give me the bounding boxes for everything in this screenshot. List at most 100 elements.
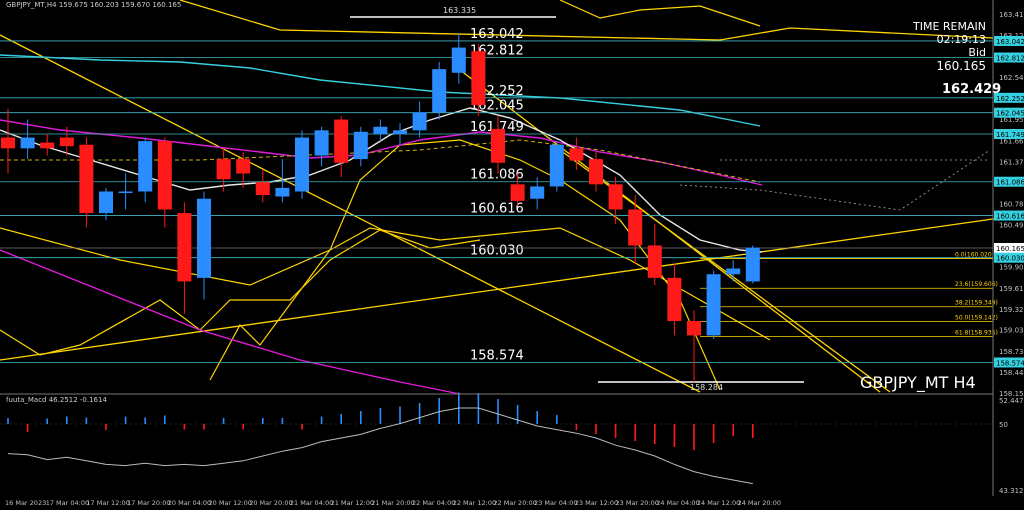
macd-hist-bar: [46, 418, 48, 424]
macd-tick: 52.4477: [999, 397, 1024, 405]
price-tick: 159.905: [999, 264, 1024, 272]
macd-hist-bar: [7, 418, 9, 424]
macd-hist-bar: [575, 424, 578, 430]
macd-hist-bar: [183, 424, 186, 430]
candle-bull: [393, 130, 407, 134]
macd-signal-line: [7, 407, 753, 485]
price-box: [994, 92, 1024, 103]
time-label: 24 Mar 12:00: [697, 499, 740, 507]
price-axis: 163.415163.125162.830162.540162.250161.9…: [0, 0, 1024, 496]
candle-bear: [608, 184, 623, 210]
price-box: [994, 35, 1024, 46]
level-label: 160.616: [470, 202, 524, 217]
band-lower: [0, 229, 481, 356]
macd-hist-bar: [203, 424, 205, 430]
fibo-label: 23.6(159.606): [955, 281, 998, 288]
price-tick: 161.955: [999, 116, 1024, 124]
price-box: [994, 210, 1024, 221]
macd-hist-bar: [438, 398, 440, 424]
time-remain-label: TIME REMAIN: [913, 20, 986, 33]
candle-bear: [40, 142, 55, 149]
fibo-label: 50.0(159.142): [955, 315, 998, 322]
price-box: [994, 242, 1024, 253]
macd-hist-bar: [732, 424, 734, 436]
price-box-label: 160.030: [996, 255, 1024, 263]
candle-bear: [471, 51, 486, 106]
macd-panel: 52.4477 50 43.3127: [0, 392, 1024, 495]
macd-hist-bar: [379, 408, 382, 424]
candle-bull: [549, 144, 564, 187]
candle-bear: [628, 209, 643, 246]
time-label: 20 Mar 12:00: [209, 499, 252, 507]
price-box-label: 162.812: [996, 55, 1024, 63]
candle-bear: [177, 213, 192, 282]
time-label: 22 Mar 12:00: [453, 499, 496, 507]
macd-hist-bar: [105, 424, 107, 430]
time-label: 24 Mar 20:00: [738, 499, 781, 507]
bid-label: Bid: [968, 46, 986, 59]
candle-bull: [530, 186, 545, 199]
price-box-label: 160.165: [996, 245, 1024, 253]
price-box: [994, 129, 1024, 140]
level-label: 163.042: [470, 27, 524, 42]
candle-bear: [647, 245, 662, 278]
candle-bear: [236, 159, 251, 174]
chart-header: GBPJPY_MT,H4 159.675 160.203 159.670 160…: [6, 1, 182, 9]
price-tick: 162.540: [999, 74, 1024, 82]
level-label: 160.030: [470, 244, 524, 259]
price-box: [994, 357, 1024, 368]
time-label: 21 Mar 20:00: [371, 499, 414, 507]
level-label: 158.574: [470, 348, 524, 363]
macd-hist-bar: [340, 414, 342, 424]
macd-hist-bar: [556, 415, 558, 424]
candle-bull: [353, 131, 368, 160]
macd-hist-bar: [673, 424, 676, 447]
candle-bull: [373, 126, 388, 134]
time-remain-value: 02:19:13: [936, 33, 986, 46]
candle-bull: [295, 137, 309, 192]
candle-bear: [667, 277, 682, 322]
band-top: [179, 0, 994, 41]
macd-hist-bar: [536, 411, 538, 424]
candle-bull: [412, 112, 427, 131]
trend-line-rising: [0, 217, 1001, 361]
price-box: [994, 52, 1024, 63]
current-price-big: 162.429: [942, 82, 1002, 97]
macd-hist-bar: [712, 424, 715, 443]
candle-bull: [432, 69, 447, 113]
macd-hist-bar: [360, 411, 362, 424]
price-tick: 161.660: [999, 137, 1024, 145]
candle-bull: [706, 274, 721, 336]
time-label: 17 Mar 04:00: [46, 499, 89, 507]
time-label: 23 Mar 20:00: [616, 499, 659, 507]
time-label: 21 Mar 04:00: [290, 499, 333, 507]
macd-hist-bar: [516, 405, 519, 424]
candle-bull: [197, 198, 211, 278]
indicator-lines: [0, 0, 1001, 395]
candle-bull: [451, 47, 466, 73]
candle-bear: [491, 128, 505, 163]
macd-hist-bar: [262, 418, 264, 424]
trend-line-upper: [0, 34, 701, 393]
macd-hist-bar: [614, 424, 617, 438]
fibo-label: 38.2(159.349): [955, 300, 998, 307]
macd-hist-bar: [124, 416, 127, 424]
time-label: 20 Mar 04:00: [168, 499, 211, 507]
price-tick: 163.415: [999, 11, 1024, 19]
high-label: 163.335: [443, 6, 476, 15]
macd-hist-bar: [85, 417, 88, 424]
macd-hist-bar: [752, 424, 754, 438]
price-box-label: 161.749: [996, 131, 1024, 139]
fibo-label: 0.0(160.020): [955, 251, 994, 258]
price-box: [994, 252, 1024, 263]
candle-bear: [255, 182, 270, 196]
price-tick: 158.735: [999, 348, 1024, 356]
price-tick: 161.370: [999, 158, 1024, 166]
macd-hist-bar: [497, 399, 499, 424]
low-label: 158.284: [690, 383, 723, 392]
time-label: 17 Mar 20:00: [127, 499, 170, 507]
time-label: 24 Mar 04:00: [656, 499, 699, 507]
price-box: [994, 107, 1024, 118]
